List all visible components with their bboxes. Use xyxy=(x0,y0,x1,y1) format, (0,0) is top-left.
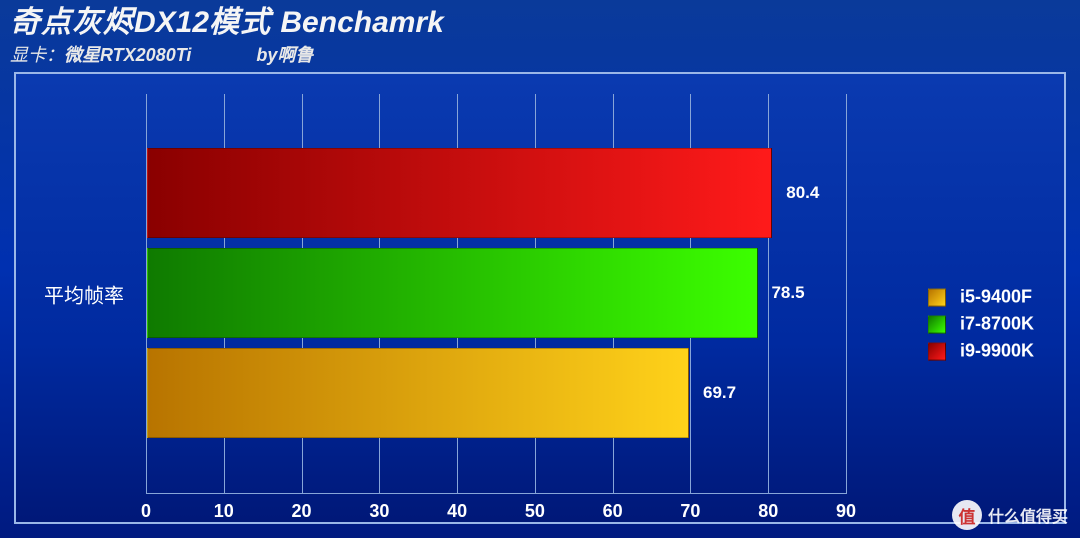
legend-swatch xyxy=(928,315,946,333)
x-tick-label: 0 xyxy=(141,501,151,522)
grid-line xyxy=(846,94,847,494)
x-tick-label: 60 xyxy=(603,501,623,522)
plot-area: 0102030405060708090 平均帧率 80.478.569.7 xyxy=(146,94,846,494)
title-cn: 奇点灰烬 xyxy=(10,6,134,39)
legend-swatch xyxy=(928,342,946,360)
chart-frame: 0 10 20 30 40 50 60 70 80 90 平均帧率 80.4 78.5 69.7 i5… xyxy=(14,72,1066,524)
title-bench: Benchamrk xyxy=(280,6,443,39)
x-tick-label: 30 xyxy=(369,501,389,522)
author: by啊鲁 xyxy=(256,45,313,65)
x-axis xyxy=(146,493,846,494)
legend-label: i5-9400F xyxy=(960,287,1032,308)
x-tick-label: 80 xyxy=(758,501,778,522)
bar-value: 69.7 xyxy=(703,383,736,403)
watermark-text: 什么值得买 xyxy=(988,503,1068,527)
bar-value: 78.5 xyxy=(771,283,804,303)
header: 奇点灰烬DX12模式 Benchamrk 显卡：微星RTX2080Ti by啊鲁 xyxy=(0,0,1080,67)
legend-item: i7-8700K xyxy=(928,314,1034,335)
subtitle: 显卡：微星RTX2080Ti by啊鲁 xyxy=(10,41,1070,67)
legend-label: i9-9900K xyxy=(960,341,1034,362)
title-mid: 模式 xyxy=(209,6,280,39)
gpu-label: 显卡： xyxy=(10,45,64,65)
bar-value: 80.4 xyxy=(786,183,819,203)
bar-i5-9400F: 69.7 xyxy=(147,348,689,438)
legend-item: i9-9900K xyxy=(928,341,1034,362)
watermark-badge: 值 xyxy=(952,500,982,530)
x-tick-label: 50 xyxy=(525,501,545,522)
bars-group: 80.4 78.5 69.7 xyxy=(146,148,846,438)
watermark: 值 什么值得买 xyxy=(952,500,1068,530)
gpu-model: 微星RTX2080Ti xyxy=(64,45,191,65)
x-tick-label: 90 xyxy=(836,501,856,522)
page-title: 奇点灰烬DX12模式 Benchamrk xyxy=(10,6,1070,39)
bar-i7-8700K: 78.5 xyxy=(147,248,758,338)
x-tick-label: 20 xyxy=(292,501,312,522)
legend: i5-9400F i7-8700K i9-9900K xyxy=(928,281,1034,368)
bar-i9-9900K: 80.4 xyxy=(147,148,772,238)
x-tick-label: 40 xyxy=(447,501,467,522)
x-tick-label: 70 xyxy=(680,501,700,522)
legend-item: i5-9400F xyxy=(928,287,1034,308)
y-category-label: 平均帧率 xyxy=(34,280,134,309)
legend-swatch xyxy=(928,288,946,306)
title-dx: DX12 xyxy=(134,6,209,39)
x-tick-label: 10 xyxy=(214,501,234,522)
legend-label: i7-8700K xyxy=(960,314,1034,335)
